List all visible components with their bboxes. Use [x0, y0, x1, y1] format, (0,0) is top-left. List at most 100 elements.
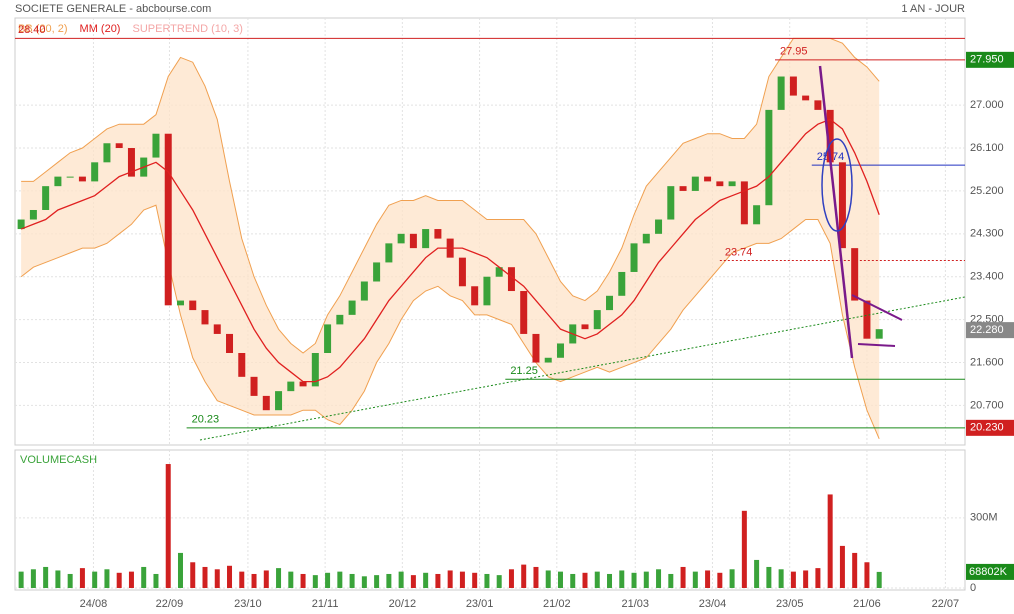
volume-bar: [300, 573, 306, 588]
volume-bar: [815, 568, 821, 588]
volume-bar: [729, 569, 735, 588]
volume-bar: [876, 571, 882, 588]
volume-bar: [692, 571, 698, 588]
candle: [189, 300, 197, 311]
y2-tick-label: 300M: [970, 512, 998, 524]
period: 1 AN - JOUR: [901, 3, 965, 15]
volume-bar: [643, 571, 649, 588]
volume-bar: [55, 570, 61, 588]
candle: [802, 95, 810, 101]
top-level-label: 28.40: [18, 24, 46, 36]
candle: [740, 181, 748, 225]
volume-bar: [312, 575, 318, 588]
volume-bar: [790, 571, 796, 588]
candle: [213, 324, 221, 334]
legend-entry: MM (20): [80, 23, 121, 35]
candle: [826, 109, 834, 163]
candle: [691, 176, 699, 191]
volume-bar: [386, 573, 392, 588]
volume-frame: [14, 449, 966, 591]
trend-line: [199, 296, 966, 441]
candle: [127, 148, 135, 177]
volume-bar: [447, 570, 453, 588]
candle: [226, 333, 234, 353]
volume-bar: [30, 569, 36, 588]
price-box: [966, 51, 1014, 68]
candle: [544, 357, 552, 363]
y2-tick-label: 0: [970, 582, 976, 594]
volume-title: VOLUMECASH: [20, 454, 97, 466]
volume-bar: [92, 571, 98, 588]
candle: [54, 176, 62, 187]
y-tick-label: 21.600: [970, 356, 1004, 368]
volume-bar: [705, 570, 711, 588]
volume-bar: [508, 569, 514, 588]
volume-bar: [594, 571, 600, 588]
volume-bar: [472, 572, 478, 588]
volume-bar: [619, 570, 625, 588]
candle: [103, 143, 111, 163]
volume-bar: [459, 571, 465, 588]
volume-bar: [165, 464, 171, 588]
candle: [875, 329, 883, 339]
candle: [520, 291, 528, 334]
candle: [777, 76, 785, 110]
candle: [262, 395, 270, 411]
candle: [667, 186, 675, 220]
price-box: [966, 322, 1014, 339]
y-tick-label: 27.000: [970, 99, 1004, 111]
candle: [789, 76, 797, 96]
candle: [66, 176, 74, 178]
x-tick-label: 21/02: [543, 598, 571, 610]
volume-bar: [251, 573, 257, 588]
volume-bar: [18, 571, 24, 588]
x-tick-label: 23/10: [234, 598, 262, 610]
x-tick-label: 22/09: [156, 598, 184, 610]
volume-bar: [410, 575, 416, 588]
volume-bar: [79, 568, 85, 588]
candle: [679, 186, 687, 191]
volume-box: [966, 563, 1014, 580]
candle: [373, 262, 381, 282]
trend-line: [851, 294, 903, 321]
candle: [299, 381, 307, 387]
ellipse-annotation: [821, 138, 853, 232]
candle: [765, 109, 773, 206]
bollinger-upper: [21, 37, 880, 354]
candle: [851, 248, 859, 301]
y-tick-label: 25.200: [970, 185, 1004, 197]
candle: [716, 181, 724, 187]
candle: [29, 209, 37, 220]
volume-bar: [104, 569, 110, 588]
legend-entry: SUPERTREND (10, 3): [132, 23, 242, 35]
volume-bar: [398, 571, 404, 588]
x-tick-label: 23/01: [466, 598, 494, 610]
volume-bar: [741, 510, 747, 588]
candle: [311, 352, 319, 387]
candle: [238, 352, 246, 377]
volume-bar: [521, 564, 527, 588]
candle: [201, 310, 209, 325]
volume-bar: [839, 545, 845, 588]
candle: [704, 176, 712, 182]
volume-bar: [239, 571, 245, 588]
volume-bar: [153, 573, 159, 588]
volume-bar: [214, 569, 220, 588]
level-label: 21.25: [510, 365, 538, 377]
volume-bar: [582, 572, 588, 588]
volume-bar: [680, 566, 686, 588]
volume-bar: [668, 573, 674, 588]
volume-bar: [423, 572, 429, 588]
volume-bar: [190, 562, 196, 588]
volume-bar: [754, 559, 760, 588]
volume-bar: [67, 573, 73, 588]
candle: [728, 181, 736, 187]
volume-bar: [766, 566, 772, 588]
volume-bar: [177, 552, 183, 588]
volume-bar: [337, 571, 343, 588]
candle: [593, 310, 601, 330]
volume-bar: [803, 570, 809, 588]
volume-bar: [864, 562, 870, 588]
